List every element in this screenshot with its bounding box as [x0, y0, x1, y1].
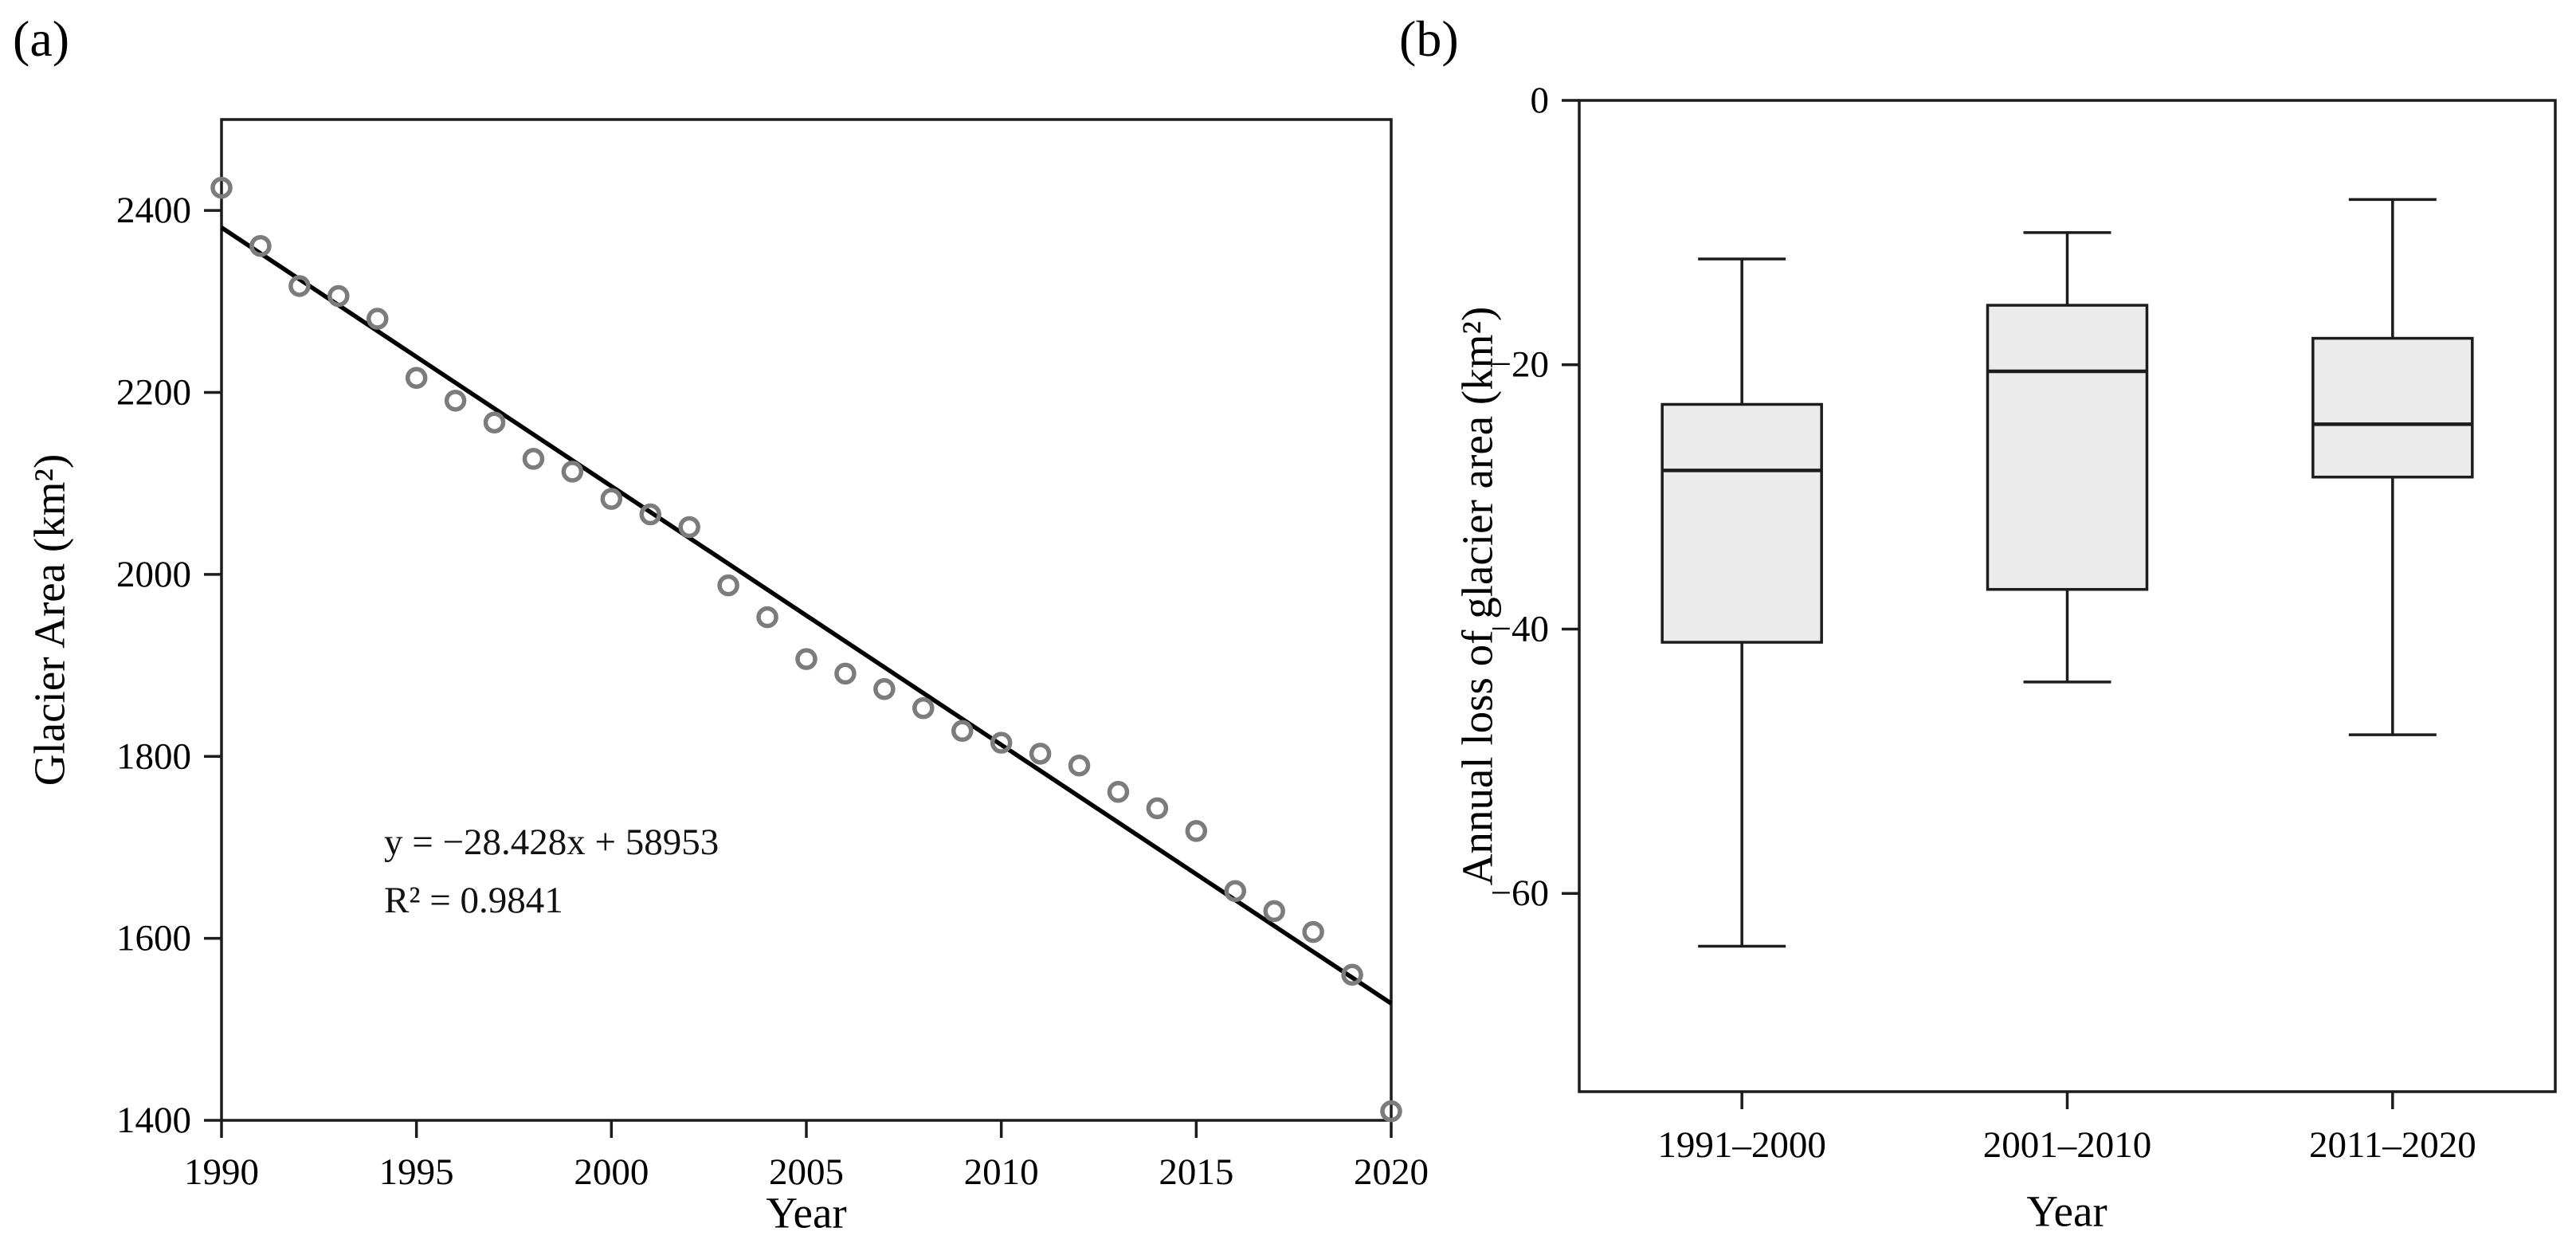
data-point [366, 308, 389, 330]
panel-a-x-tick-label: 1995 [379, 1151, 454, 1193]
data-point [1302, 920, 1324, 943]
trendline-equation-label: y = −28.428x + 58953 [384, 822, 719, 863]
data-point [639, 503, 662, 526]
data-point [1380, 1100, 1402, 1123]
panel-b-y-tick-label: −40 [1490, 608, 1549, 649]
data-point [1263, 900, 1285, 923]
panel-b-x-tick-label: 2011–2020 [2309, 1124, 2476, 1166]
data-point [249, 234, 272, 257]
data-point [561, 461, 584, 483]
panel-b-label: (b) [1399, 10, 1459, 67]
panel-a-label: (a) [13, 10, 70, 67]
panel-a-x-tick-label: 1990 [184, 1151, 259, 1193]
panel-a-y-tick-label: 2400 [116, 190, 191, 231]
data-point [483, 411, 506, 433]
panel-b-plot: 0 −20 −40 −60 1991–2000 2001–2010 2011–2020 [1490, 80, 2557, 1166]
data-point [288, 275, 311, 297]
data-point [522, 448, 545, 470]
x-axis-label-panel-a: Year [766, 1188, 847, 1237]
panel-a-y-tick-label: 2200 [116, 372, 191, 414]
trend-line [220, 226, 1393, 1006]
panel-a-x-tick-label: 2000 [574, 1151, 649, 1193]
panel-b-x-tick-label: 1991–2000 [1657, 1124, 1826, 1166]
y-axis-label-panel-b: Annual loss of glacier area (km²) [1453, 306, 1502, 886]
data-point [1146, 797, 1169, 820]
panel-a-x-tick-label: 2005 [769, 1151, 844, 1193]
panel-a-y-tick-label: 1800 [116, 735, 191, 777]
data-point [990, 731, 1013, 754]
panel-a-y-tick-label: 1400 [116, 1100, 191, 1141]
data-point [1341, 963, 1363, 986]
x-axis-label-panel-b: Year [2026, 1186, 2107, 1236]
panel-a-plot: 2400 2200 2000 1800 1600 1400 1990 1995 2000 2005… [116, 118, 1429, 1193]
panel-b-x-tick-label: 2001–2010 [1983, 1124, 2152, 1166]
data-point [1068, 754, 1091, 777]
box-plot-2 [1986, 231, 2149, 684]
box-plot-1 [1660, 257, 1823, 948]
data-point [717, 574, 739, 597]
data-point [327, 284, 350, 308]
data-point [795, 648, 817, 670]
data-point [951, 720, 974, 743]
data-point [756, 606, 778, 629]
data-point [210, 176, 233, 199]
iqr-box [2311, 336, 2474, 479]
panel-a-y-tick-label: 1600 [116, 918, 191, 959]
data-point [1224, 880, 1247, 903]
data-point [1107, 781, 1130, 803]
iqr-box [1660, 402, 1823, 644]
y-axis-label-panel-a: Glacier Area (km²) [25, 453, 74, 786]
panel-a-x-tick-label: 2020 [1354, 1151, 1429, 1193]
data-point [444, 390, 467, 412]
panel-a-frame [220, 118, 1393, 1122]
panel-b-y-tick-label: −20 [1490, 344, 1549, 386]
panel-a-x-tick-label: 2010 [964, 1151, 1039, 1193]
panel-a-y-tick-label: 2000 [116, 554, 191, 595]
panel-b-y-tick-label: −60 [1490, 873, 1549, 914]
data-point [678, 516, 700, 539]
data-point [1029, 743, 1052, 765]
data-point [405, 367, 428, 390]
panel-b-y-tick-label: 0 [1531, 80, 1550, 121]
box-plot-3 [2311, 198, 2474, 736]
data-point [873, 678, 896, 700]
r-squared-label: R² = 0.9841 [384, 880, 563, 921]
data-point [912, 697, 935, 720]
data-point [1185, 820, 1208, 842]
data-point [600, 488, 623, 510]
iqr-box [1986, 304, 2149, 591]
data-point [834, 662, 857, 685]
panel-a-x-tick-label: 2015 [1159, 1151, 1233, 1193]
